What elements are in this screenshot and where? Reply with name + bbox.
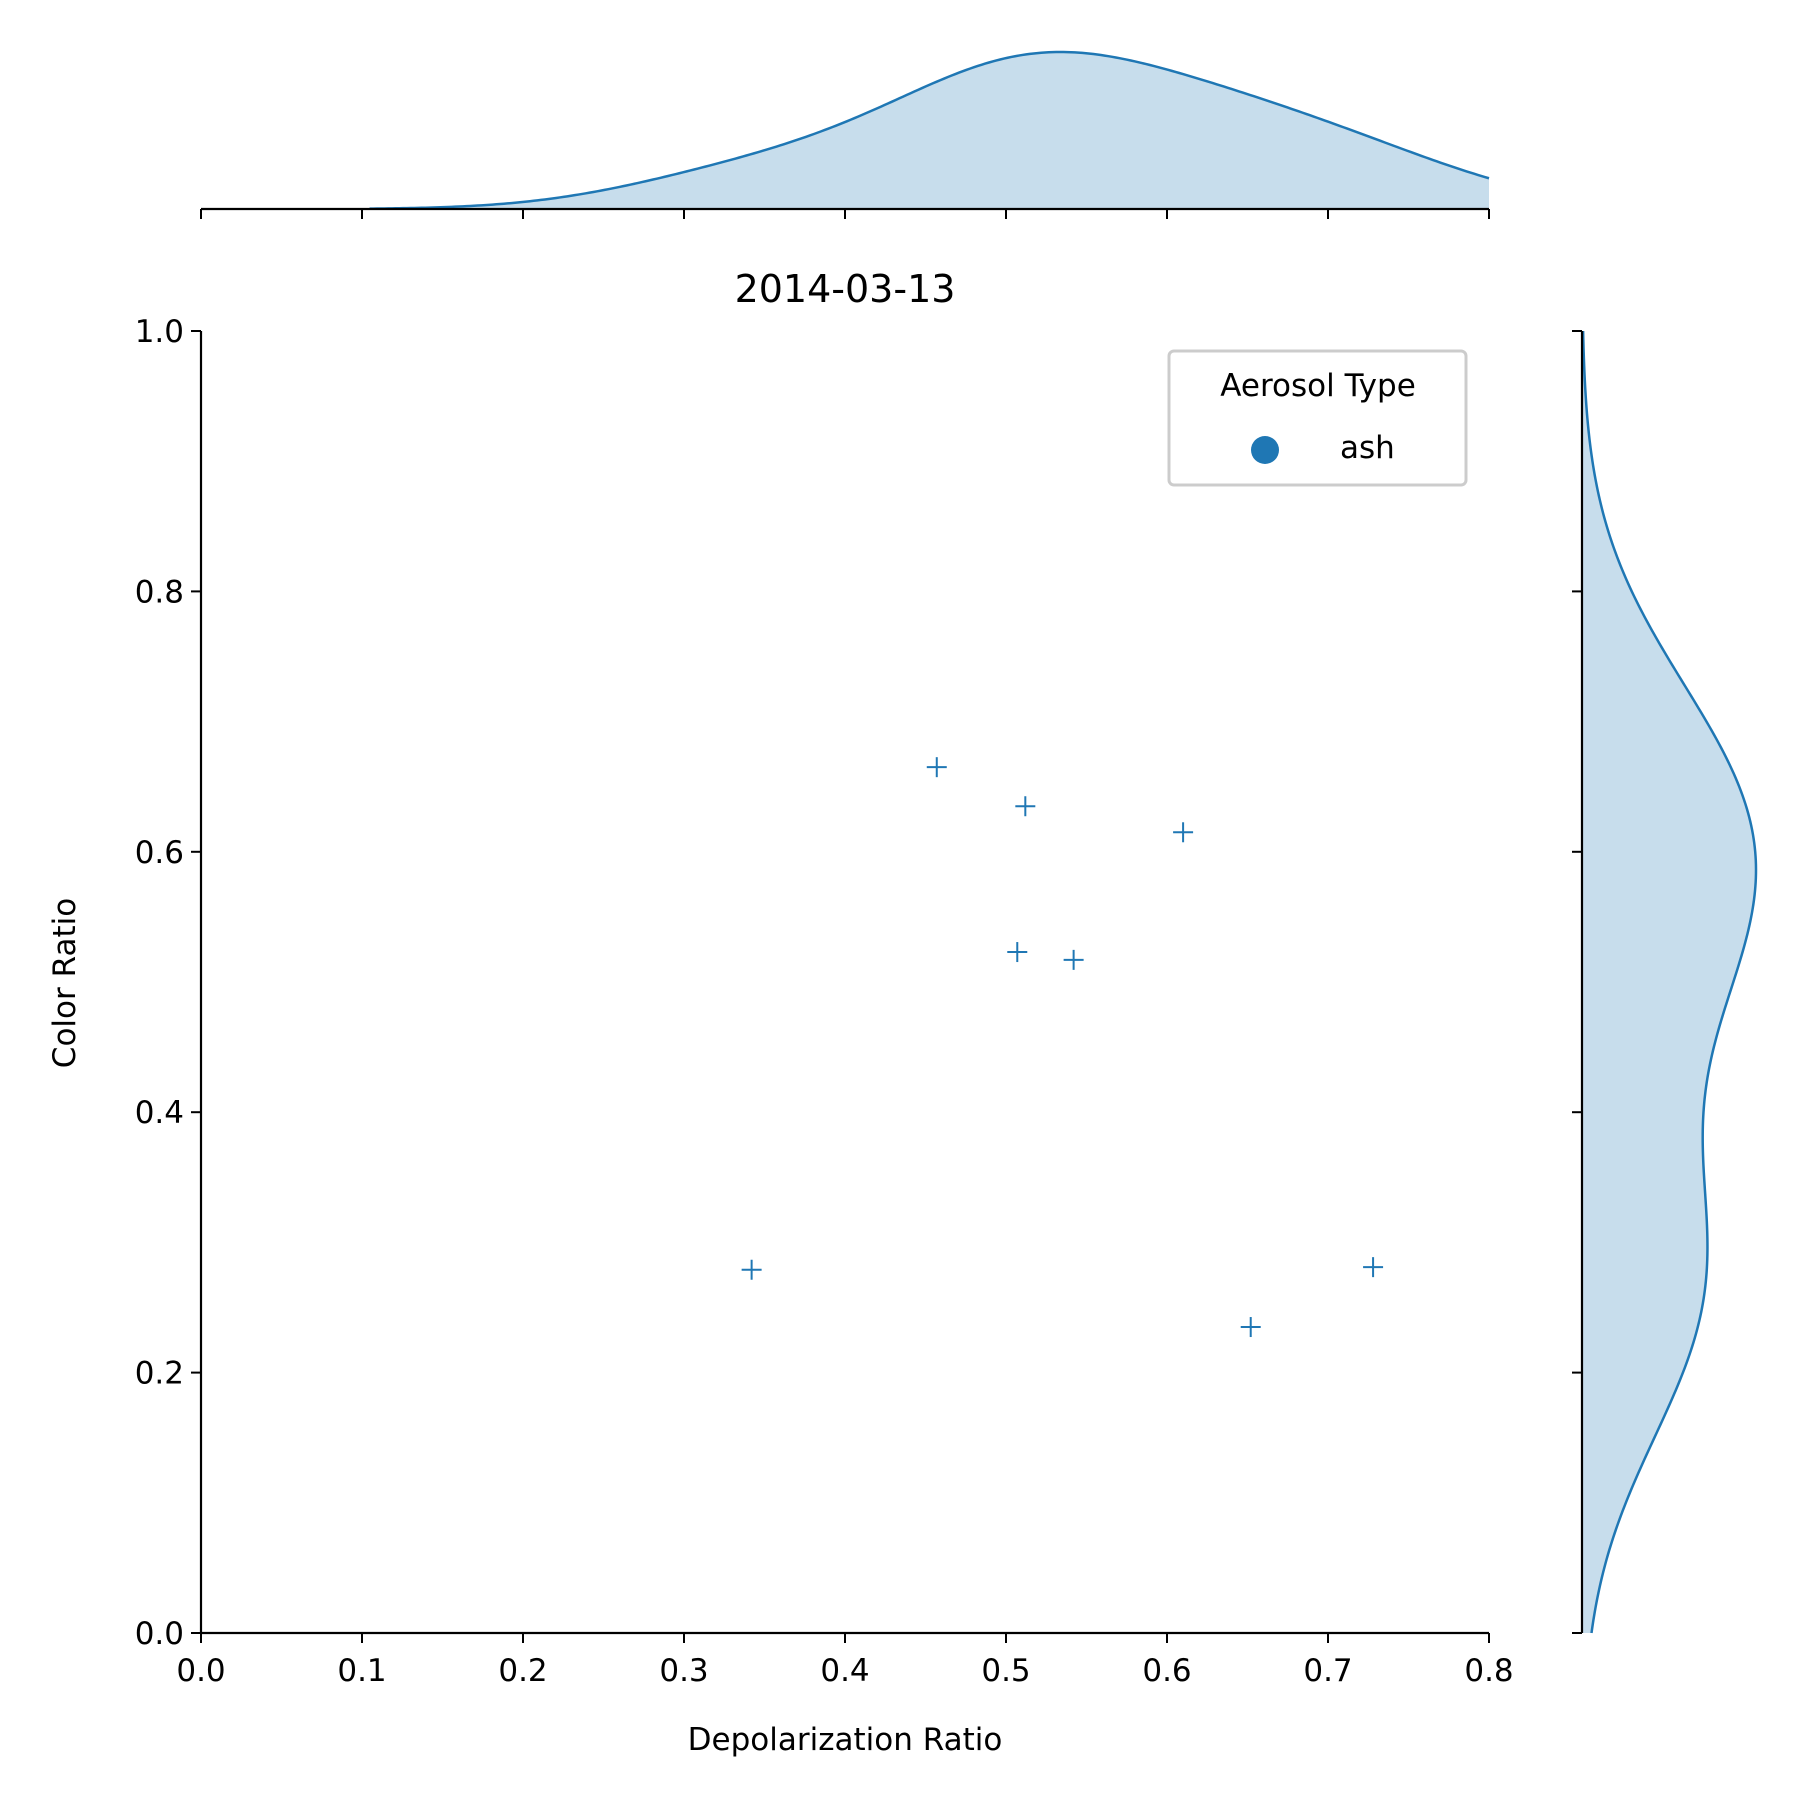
right-kde-line — [1581, 330, 1758, 1634]
x-tick-label: 0.3 — [659, 1653, 708, 1689]
x-tick-label: 0.5 — [981, 1653, 1030, 1689]
top-kde-line — [369, 50, 1490, 210]
chart-title: 2014-03-13 — [735, 267, 956, 311]
main-axes: 0.0 0.1 0.2 0.3 0.4 0.5 0.6 0.7 0.8 0.0 0.2 0.4 0.6 0… — [135, 314, 1514, 1689]
y-tick-label: 0.6 — [135, 835, 184, 871]
x-tick-label: 0.1 — [337, 1653, 386, 1689]
x-tick-label: 0.2 — [498, 1653, 547, 1689]
right-kde-fill — [1582, 331, 1756, 1633]
data-point — [1063, 949, 1084, 970]
data-point — [1015, 796, 1036, 817]
legend-box — [1167, 349, 1468, 487]
data-point — [1173, 822, 1194, 843]
data-point — [1363, 1257, 1384, 1278]
data-point — [926, 757, 947, 778]
right-marginal-kde — [1572, 330, 1758, 1634]
legend-marker-ash — [1251, 436, 1279, 464]
x-tick-label: 0.7 — [1303, 1653, 1352, 1689]
x-tick-label: 0.4 — [820, 1653, 869, 1689]
legend: Aerosol Type ash — [1167, 349, 1468, 487]
data-point — [741, 1259, 762, 1280]
y-tick-label: 0.4 — [135, 1095, 184, 1131]
y-tick-label: 0.8 — [135, 574, 184, 610]
top-marginal-kde — [200, 50, 1490, 219]
legend-title: Aerosol Type — [1220, 368, 1416, 404]
y-tick-label: 1.0 — [135, 314, 184, 350]
data-point — [1007, 942, 1028, 963]
x-tick-label: 0.8 — [1464, 1653, 1513, 1689]
y-axis-title: Color Ratio — [47, 898, 83, 1068]
data-point — [1240, 1317, 1261, 1338]
x-tick-label: 0.6 — [1142, 1653, 1191, 1689]
legend-label-ash: ash — [1340, 430, 1395, 466]
x-axis-title: Depolarization Ratio — [688, 1722, 1003, 1758]
x-tick-label: 0.0 — [176, 1653, 225, 1689]
y-tick-label: 0.2 — [135, 1356, 184, 1392]
y-tick-label: 0.0 — [135, 1616, 184, 1652]
top-kde-fill — [369, 52, 1489, 209]
